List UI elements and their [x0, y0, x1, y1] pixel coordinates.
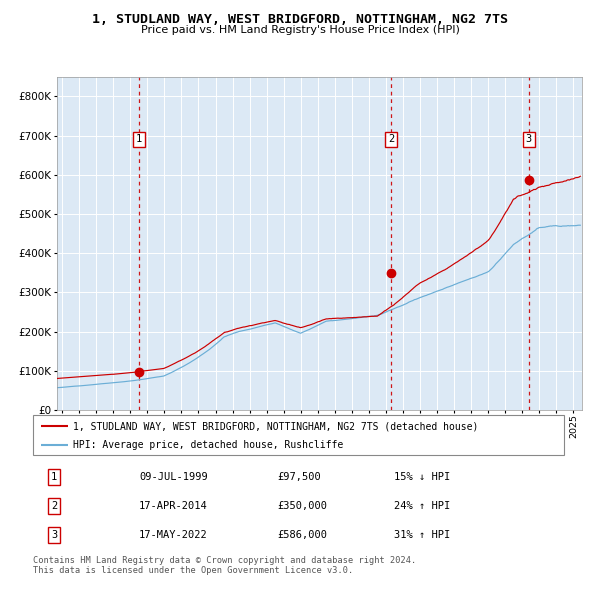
Text: £350,000: £350,000 — [277, 501, 327, 511]
Text: HPI: Average price, detached house, Rushcliffe: HPI: Average price, detached house, Rush… — [73, 440, 343, 450]
Text: 1, STUDLAND WAY, WEST BRIDGFORD, NOTTINGHAM, NG2 7TS (detached house): 1, STUDLAND WAY, WEST BRIDGFORD, NOTTING… — [73, 421, 478, 431]
Text: 24% ↑ HPI: 24% ↑ HPI — [394, 501, 451, 511]
Text: 1, STUDLAND WAY, WEST BRIDGFORD, NOTTINGHAM, NG2 7TS: 1, STUDLAND WAY, WEST BRIDGFORD, NOTTING… — [92, 13, 508, 26]
Text: 1: 1 — [136, 135, 142, 145]
Text: 3: 3 — [526, 135, 532, 145]
Text: Contains HM Land Registry data © Crown copyright and database right 2024.
This d: Contains HM Land Registry data © Crown c… — [33, 556, 416, 575]
Text: 09-JUL-1999: 09-JUL-1999 — [139, 471, 208, 481]
Text: 17-APR-2014: 17-APR-2014 — [139, 501, 208, 511]
Text: 31% ↑ HPI: 31% ↑ HPI — [394, 530, 451, 540]
Text: 15% ↓ HPI: 15% ↓ HPI — [394, 471, 451, 481]
Text: 2: 2 — [51, 501, 58, 511]
Text: £586,000: £586,000 — [277, 530, 327, 540]
Text: 3: 3 — [51, 530, 58, 540]
Text: £97,500: £97,500 — [277, 471, 321, 481]
Text: 1: 1 — [51, 471, 58, 481]
Text: Price paid vs. HM Land Registry's House Price Index (HPI): Price paid vs. HM Land Registry's House … — [140, 25, 460, 35]
Text: 17-MAY-2022: 17-MAY-2022 — [139, 530, 208, 540]
Text: 2: 2 — [388, 135, 394, 145]
